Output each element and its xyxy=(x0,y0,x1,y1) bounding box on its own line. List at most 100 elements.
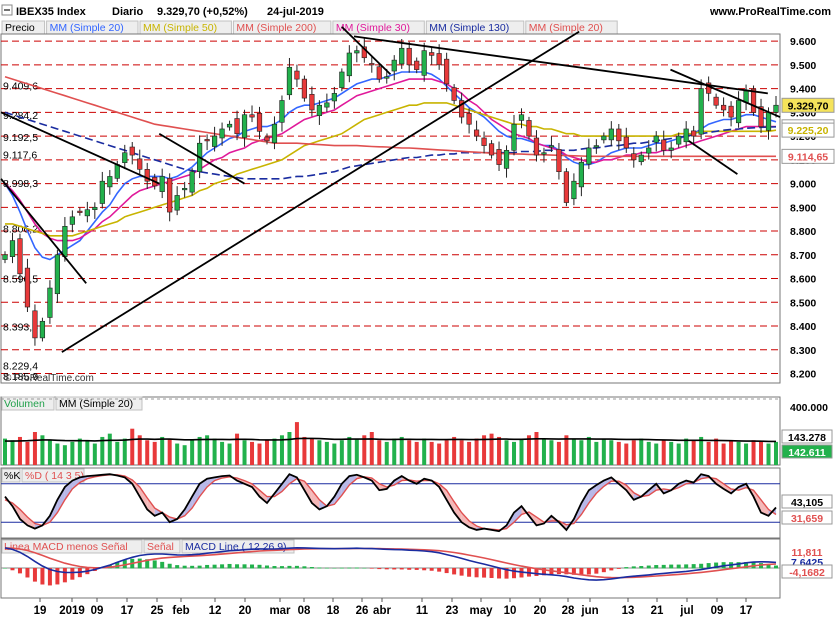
volume-bar xyxy=(519,438,524,465)
macd-histogram-bar xyxy=(302,566,307,569)
macd-histogram-bar xyxy=(279,566,284,569)
ma-line-4 xyxy=(4,75,776,158)
volume-bar xyxy=(332,443,337,465)
candle-body xyxy=(526,120,532,137)
volume-bar xyxy=(744,443,749,465)
macd-histogram-bar xyxy=(646,565,651,569)
candle-body xyxy=(691,130,697,137)
volume-scale-top: 400.000 xyxy=(790,402,828,414)
macd-histogram-bar xyxy=(534,568,539,577)
candle-body xyxy=(234,118,240,135)
volume-bar xyxy=(190,440,195,465)
macd-label2: Señal xyxy=(147,541,174,553)
candle-body xyxy=(339,71,345,88)
stoch-fill xyxy=(761,499,769,516)
volume-bar xyxy=(182,445,187,465)
macd-histogram-bar xyxy=(541,568,546,576)
macd-histogram-bar xyxy=(631,566,636,569)
x-tick-label: feb xyxy=(172,605,189,617)
candle-body xyxy=(578,161,584,188)
volume-bar xyxy=(482,435,487,465)
stoch-fill xyxy=(19,509,28,526)
macd-histogram-bar xyxy=(639,566,644,569)
header-bar xyxy=(0,0,835,20)
stoch-fill xyxy=(446,490,455,513)
volume-bar xyxy=(377,440,382,465)
stoch-fill xyxy=(349,474,357,486)
candle-body xyxy=(541,152,547,155)
candle-body xyxy=(563,171,570,203)
macd-label3: MACD Line ( 12 26 9) xyxy=(185,541,287,553)
macd-histogram-bar xyxy=(160,561,165,569)
candle-body xyxy=(765,112,772,131)
stoch-d-label: %D ( 14 3 5) xyxy=(25,470,84,482)
volume-bar xyxy=(654,443,659,465)
macd-histogram-bar xyxy=(564,568,569,575)
volume-bar xyxy=(17,436,22,465)
x-tick-label: 19 xyxy=(34,605,47,617)
volume-bar xyxy=(407,440,412,465)
y-tick-label: 9.600 xyxy=(790,36,816,48)
volume-bar xyxy=(459,440,464,465)
macd-histogram-bar xyxy=(512,568,517,579)
candle-body xyxy=(518,114,525,121)
y-tick-label: 8.600 xyxy=(790,274,816,286)
macd-histogram-bar xyxy=(392,568,397,570)
stoch-d-box xyxy=(21,468,85,483)
candle-body xyxy=(721,104,727,111)
y-tick-label: 8.900 xyxy=(790,202,816,214)
stoch-fill xyxy=(259,490,267,503)
candle-body xyxy=(264,136,270,142)
candle-body xyxy=(459,100,465,118)
y-tick-label: 9.000 xyxy=(790,179,816,191)
candle-body xyxy=(653,135,659,143)
volume-bar xyxy=(414,441,419,465)
macd-histogram-bar xyxy=(736,562,741,569)
volume-bar xyxy=(70,441,75,465)
candle-body xyxy=(182,188,188,191)
volume-bar xyxy=(736,441,741,465)
macd-histogram-bar xyxy=(190,565,195,569)
macd-histogram-bar xyxy=(220,564,225,569)
volume-bar xyxy=(684,438,689,465)
x-tick-label: 18 xyxy=(327,605,340,617)
stoch-value1: 43,105 xyxy=(791,497,823,509)
candle-body xyxy=(451,87,457,101)
y-tick-label: 8.300 xyxy=(790,345,816,357)
candle-body xyxy=(661,139,667,151)
stoch-fill xyxy=(139,487,148,510)
volume-bar xyxy=(220,441,225,465)
x-tick-label: 20 xyxy=(534,605,547,617)
stoch-fill xyxy=(394,476,402,486)
volume-bar xyxy=(25,441,30,465)
macd-histogram-bar xyxy=(212,564,217,569)
candle-body xyxy=(384,76,390,79)
candle-body xyxy=(137,158,143,170)
candle-body xyxy=(391,59,397,72)
macd-histogram-bar xyxy=(474,568,479,578)
candle-body xyxy=(511,123,517,151)
x-tick-label: 13 xyxy=(622,605,635,617)
level-label: 8.998,3 xyxy=(3,178,38,190)
volume-bar xyxy=(347,436,352,465)
stoch-fill xyxy=(64,480,73,500)
volume-bar xyxy=(579,440,584,465)
trendline xyxy=(688,140,738,175)
trendline xyxy=(0,111,160,185)
macd-histogram-bar xyxy=(504,568,509,579)
macd-histogram-bar xyxy=(235,564,240,569)
level-label: 9.284,2 xyxy=(3,110,38,122)
volume-bar xyxy=(556,441,561,465)
volume-bar xyxy=(85,440,90,465)
y-tick-label: 8.700 xyxy=(790,250,816,262)
x-tick-label: 12 xyxy=(209,605,222,617)
volume-bar xyxy=(489,433,494,465)
price-tag-label: 9.329,70 xyxy=(788,100,829,112)
candle-body xyxy=(2,254,8,260)
volume-bar xyxy=(122,438,127,465)
candle-body xyxy=(107,176,113,188)
stoch-value2-box xyxy=(781,510,833,525)
macd-histogram-bar xyxy=(10,568,15,571)
volume-bar xyxy=(504,440,509,465)
volume-bar xyxy=(774,441,778,465)
